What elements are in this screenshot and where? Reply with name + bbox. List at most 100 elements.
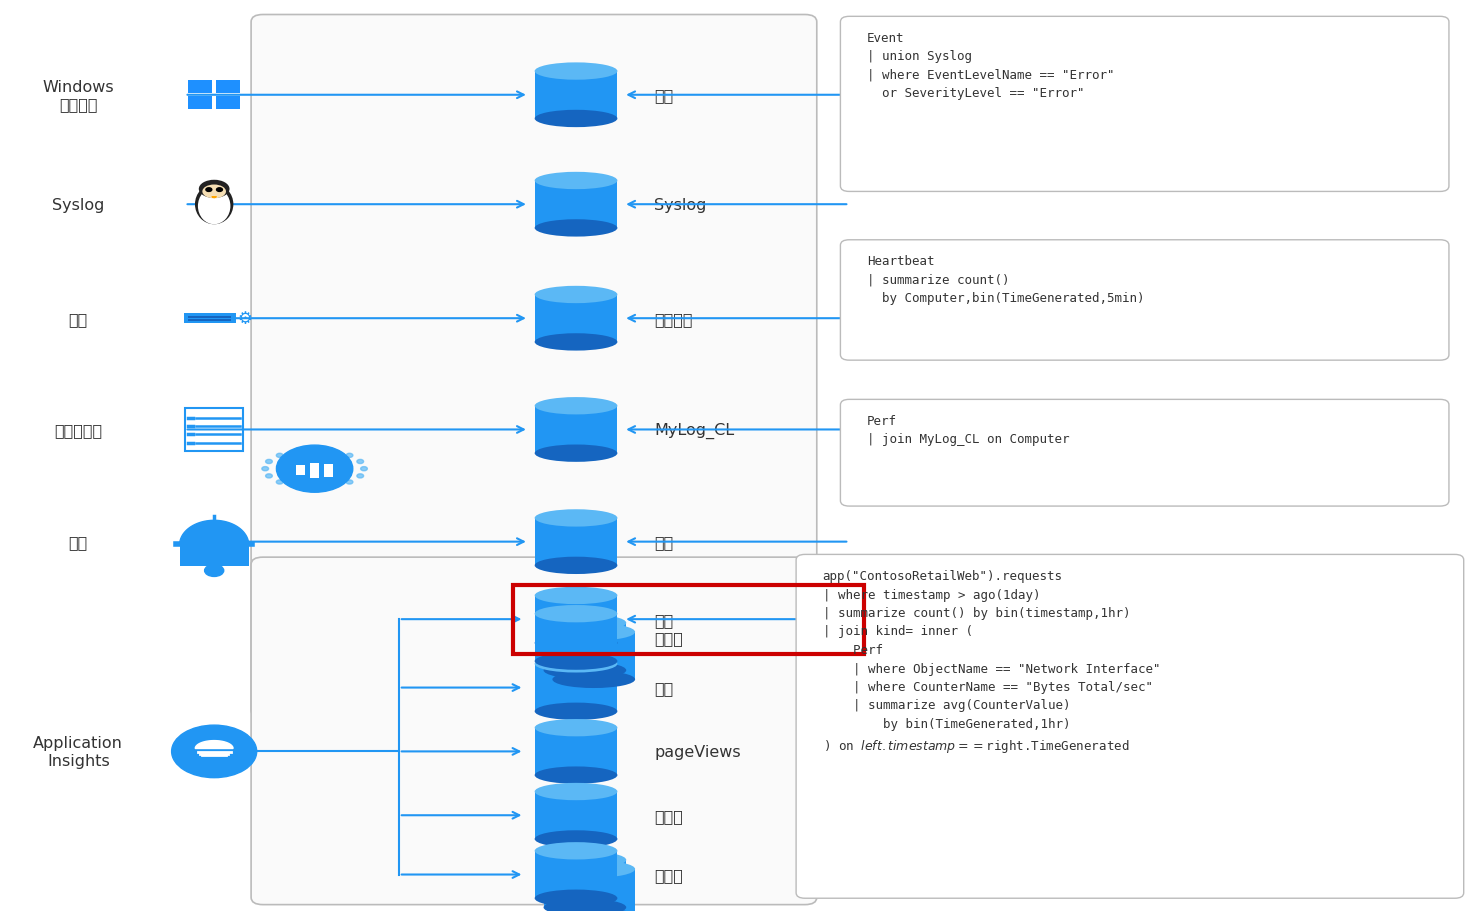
- Text: Syslog: Syslog: [52, 198, 105, 212]
- FancyBboxPatch shape: [840, 17, 1449, 192]
- Ellipse shape: [535, 842, 617, 860]
- FancyBboxPatch shape: [251, 15, 817, 718]
- Text: Heartbeat
| summarize count()
  by Computer,bin(TimeGenerated,5min): Heartbeat | summarize count() by Compute…: [867, 255, 1145, 305]
- Text: 性能: 性能: [654, 535, 674, 549]
- Circle shape: [346, 454, 353, 458]
- Text: 依赖项: 依赖项: [654, 808, 684, 823]
- Ellipse shape: [535, 286, 617, 304]
- FancyBboxPatch shape: [840, 400, 1449, 507]
- Circle shape: [357, 475, 363, 478]
- Polygon shape: [535, 596, 617, 643]
- Polygon shape: [535, 406, 617, 454]
- Ellipse shape: [535, 172, 617, 190]
- Text: 自定义日志: 自定义日志: [55, 423, 102, 437]
- Bar: [183, 313, 236, 324]
- Ellipse shape: [195, 185, 233, 225]
- Circle shape: [171, 725, 257, 778]
- Text: Windows
事件日志: Windows 事件日志: [43, 79, 114, 112]
- Ellipse shape: [535, 719, 617, 737]
- Bar: [217, 97, 239, 110]
- Bar: [185, 409, 244, 451]
- Ellipse shape: [535, 652, 617, 670]
- Circle shape: [331, 450, 337, 454]
- Bar: [310, 464, 319, 479]
- Polygon shape: [552, 869, 635, 911]
- Ellipse shape: [544, 898, 626, 911]
- Ellipse shape: [535, 220, 617, 238]
- Circle shape: [205, 565, 223, 577]
- FancyBboxPatch shape: [840, 241, 1449, 361]
- Ellipse shape: [535, 445, 617, 463]
- Circle shape: [276, 480, 284, 485]
- Ellipse shape: [535, 889, 617, 907]
- Ellipse shape: [199, 180, 229, 199]
- Polygon shape: [535, 295, 617, 343]
- Polygon shape: [535, 664, 617, 711]
- Bar: [189, 97, 211, 110]
- Circle shape: [292, 485, 298, 488]
- Ellipse shape: [552, 860, 635, 878]
- Ellipse shape: [535, 557, 617, 575]
- Ellipse shape: [544, 661, 626, 680]
- Circle shape: [292, 450, 298, 454]
- Ellipse shape: [202, 185, 226, 200]
- Circle shape: [331, 485, 337, 488]
- Polygon shape: [544, 860, 626, 907]
- Polygon shape: [535, 181, 617, 229]
- Circle shape: [360, 467, 368, 471]
- Text: app("ContosoRetailWeb").requests
| where timestamp > ago(1day)
| summarize count: app("ContosoRetailWeb").requests | where…: [823, 569, 1161, 753]
- Text: 代理: 代理: [68, 312, 89, 326]
- Circle shape: [312, 448, 318, 453]
- Ellipse shape: [535, 605, 617, 623]
- Text: Perf
| join MyLog_CL on Computer: Perf | join MyLog_CL on Computer: [867, 415, 1069, 446]
- Polygon shape: [535, 614, 617, 661]
- Ellipse shape: [544, 614, 626, 632]
- Polygon shape: [552, 632, 635, 680]
- Text: 其他表: 其他表: [654, 867, 684, 882]
- Polygon shape: [195, 741, 233, 749]
- Text: Syslog: Syslog: [654, 198, 706, 212]
- Bar: [295, 466, 306, 476]
- Ellipse shape: [552, 907, 635, 911]
- Ellipse shape: [552, 623, 635, 641]
- Ellipse shape: [535, 830, 617, 848]
- Circle shape: [276, 454, 284, 458]
- Ellipse shape: [198, 189, 230, 225]
- Circle shape: [312, 486, 318, 490]
- Circle shape: [205, 189, 211, 192]
- Bar: [189, 320, 230, 322]
- Ellipse shape: [544, 851, 626, 869]
- Bar: [189, 81, 211, 94]
- Bar: [323, 465, 334, 477]
- Ellipse shape: [535, 333, 617, 352]
- FancyBboxPatch shape: [251, 558, 817, 905]
- Circle shape: [266, 460, 272, 464]
- Text: 指标: 指标: [68, 535, 89, 549]
- Ellipse shape: [552, 670, 635, 689]
- Circle shape: [217, 189, 223, 192]
- Polygon shape: [544, 623, 626, 670]
- Ellipse shape: [535, 63, 617, 81]
- Circle shape: [276, 445, 353, 493]
- Text: 跟踪: 跟踪: [654, 681, 674, 695]
- Text: Application
Insights: Application Insights: [34, 735, 123, 768]
- Polygon shape: [535, 851, 617, 898]
- Ellipse shape: [535, 766, 617, 784]
- Ellipse shape: [535, 397, 617, 415]
- Ellipse shape: [535, 783, 617, 801]
- Bar: [217, 81, 239, 94]
- Ellipse shape: [535, 110, 617, 128]
- Text: 事件: 事件: [654, 88, 674, 103]
- Text: 检测信号: 检测信号: [654, 312, 693, 326]
- Text: pageViews: pageViews: [654, 744, 741, 759]
- Text: 其他表: 其他表: [654, 630, 684, 645]
- Circle shape: [346, 480, 353, 485]
- Ellipse shape: [535, 509, 617, 527]
- Circle shape: [266, 475, 272, 478]
- Polygon shape: [535, 728, 617, 775]
- Polygon shape: [535, 792, 617, 839]
- Polygon shape: [535, 72, 617, 119]
- Text: MyLog_CL: MyLog_CL: [654, 422, 734, 438]
- Ellipse shape: [535, 702, 617, 721]
- Ellipse shape: [535, 634, 617, 652]
